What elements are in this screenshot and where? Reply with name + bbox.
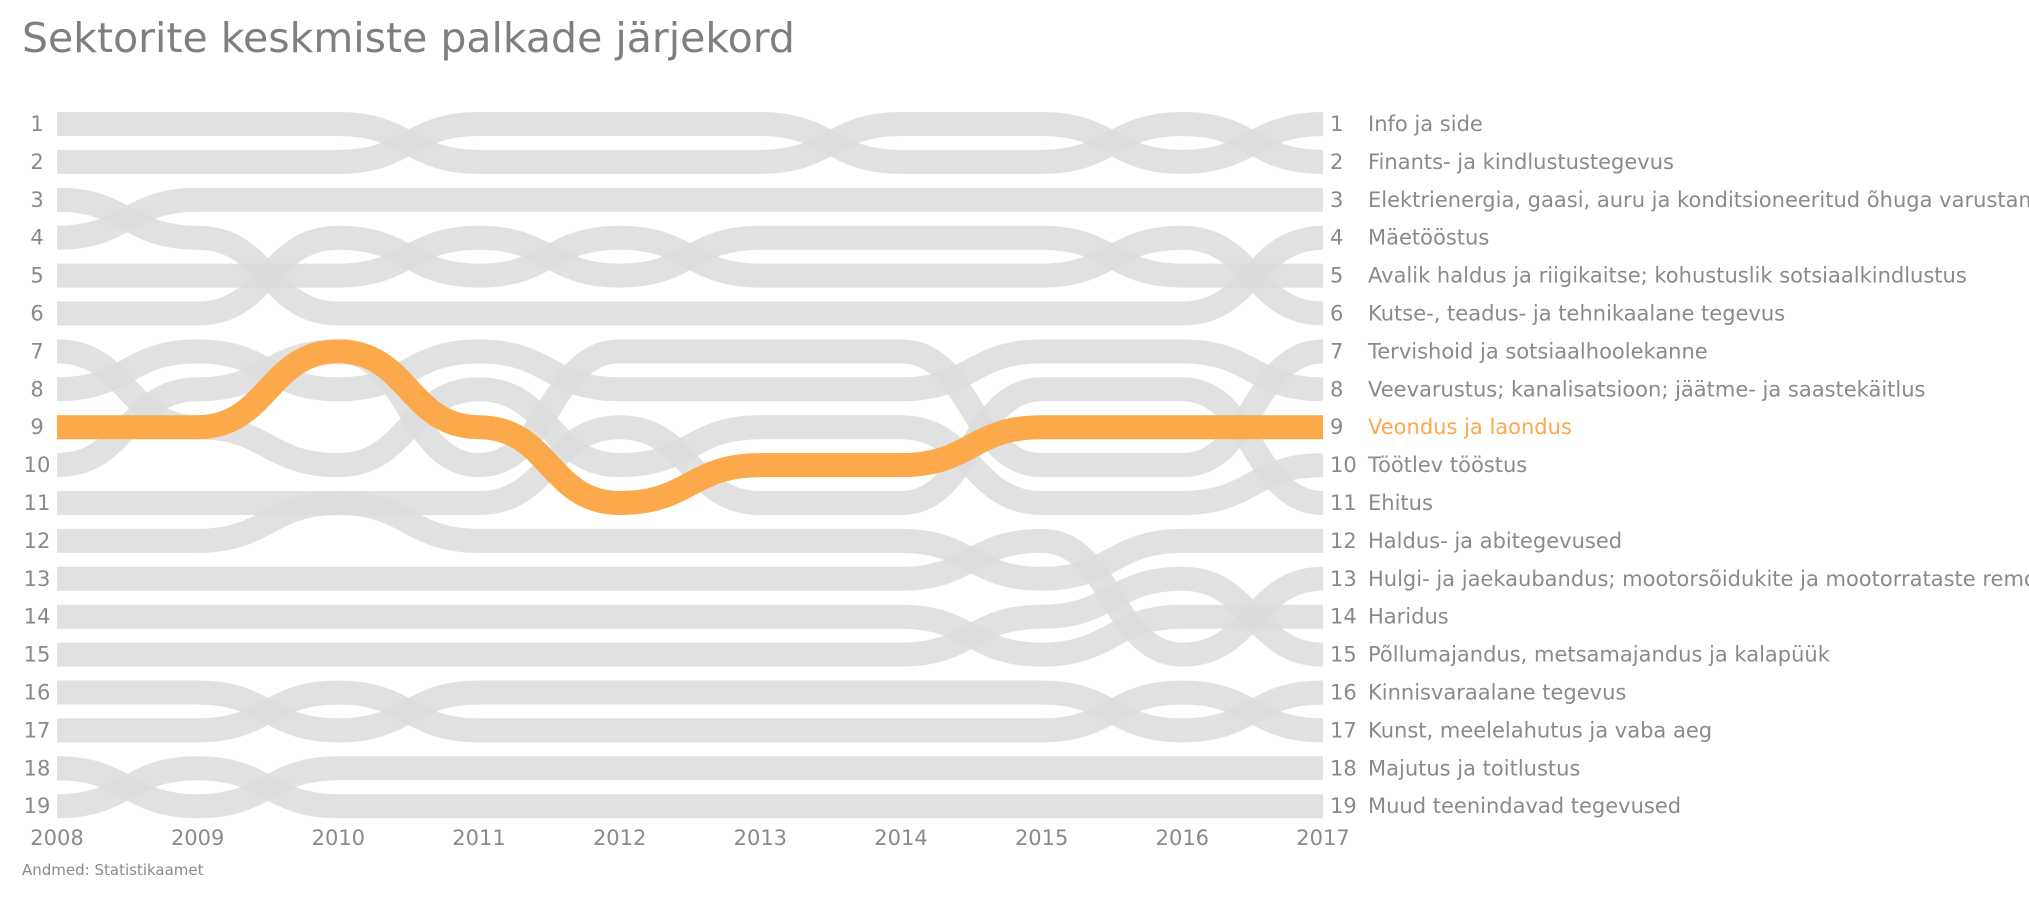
series-line-m-et-stus [56,187,1324,326]
rank-tick-left: 19 [24,794,51,818]
series-label: Kunst, meelelahutus ja vaba aeg [1368,718,1712,742]
rank-tick-left: 6 [30,302,43,326]
series-line-muud-teenindavad-tegevused [56,756,1323,819]
series-label: Ehitus [1368,491,1433,515]
series-label: Tervishoid ja sotsiaalhoolekanne [1367,339,1708,363]
rank-tick-right: 9 [1330,415,1343,439]
series-label: Haridus [1368,605,1449,629]
series-label: Muud teenindavad tegevused [1368,794,1681,818]
year-tick: 2013 [734,826,787,850]
year-tick: 2010 [312,826,365,850]
rank-tick-left: 18 [24,756,51,780]
rank-tick-right: 5 [1330,264,1343,288]
rank-tick-right: 3 [1330,188,1343,212]
series-labels: Info ja side Finants- ja kindlustustegevu… [1367,112,2029,818]
rank-tick-right: 14 [1330,605,1357,629]
series-line-p-llumajandus-metsamajandus-ja-kalap-k [57,566,1324,667]
rank-tick-left: 17 [24,718,51,742]
source-note: Andmed: Statistikaamet [22,861,204,879]
series-line-haridus [56,604,1323,667]
series-line-elektrienergia-gaasi-auru-ja-konditsioneeritud-huga-varustamine [56,187,1323,250]
series-label: Elektrienergia, gaasi, auru ja konditsio… [1368,188,2029,212]
series-label: Kinnisvaraalane tegevus [1368,681,1626,705]
rank-tick-right: 15 [1330,643,1357,667]
series-label: Hulgi- ja jaekaubandus; mootorsõidukite … [1368,567,2029,591]
series-label: Avalik haldus ja riigikaitse; kohustusli… [1368,264,1967,288]
rank-tick-left: 3 [30,188,43,212]
year-tick: 2015 [1015,826,1068,850]
rank-tick-right: 11 [1330,491,1357,515]
rank-tick-left: 4 [30,226,43,250]
series-line-veondus-ja-laondus [57,339,1323,516]
rank-tick-right: 13 [1330,567,1357,591]
rank-tick-left: 10 [24,453,51,477]
series-label: Info ja side [1368,112,1483,136]
rank-tick-left: 1 [30,112,43,136]
rank-tick-left: 15 [24,643,51,667]
series-label: Haldus- ja abitegevused [1368,529,1622,553]
rank-tick-right: 10 [1330,453,1357,477]
rank-tick-left: 9 [30,415,43,439]
series-layer [56,111,1325,819]
series-label: Mäetööstus [1368,226,1489,250]
series-label: Kutse-, teadus- ja tehnikaalane tegevus [1368,302,1785,326]
rank-tick-left: 16 [24,681,51,705]
rank-tick-right: 12 [1330,529,1357,553]
rank-tick-right: 18 [1330,756,1357,780]
series-label: Finants- ja kindlustustegevus [1368,150,1674,174]
rank-tick-right: 4 [1330,226,1343,250]
rank-tick-right: 7 [1330,339,1343,363]
series-label: Veondus ja laondus [1368,415,1572,439]
series-line-kutse-teadus-ja-tehnikaalane-tegevus [57,225,1324,326]
rank-tick-right: 1 [1330,112,1343,136]
series-line-kunst-meelelahutus-ja-vaba-aeg [57,680,1324,743]
rank-tick-left: 11 [24,491,51,515]
rank-tick-left: 7 [30,339,43,363]
series-line-haldus-ja-abitegevused [56,490,1324,591]
series-label: Töötlev tööstus [1367,453,1527,477]
year-tick: 2008 [30,826,83,850]
year-tick: 2017 [1296,826,1349,850]
series-line-majutus-ja-toitlustus [56,756,1323,819]
rank-tick-right: 19 [1330,794,1357,818]
year-tick: 2009 [171,826,224,850]
year-tick: 2016 [1156,826,1209,850]
year-tick: 2011 [452,826,505,850]
rank-tick-right: 8 [1330,377,1343,401]
year-tick: 2012 [593,826,646,850]
chart-title: Sektorite keskmiste palkade järjekord [22,14,795,62]
series-label: Põllumajandus, metsamajandus ja kalapüük [1368,643,1831,667]
rank-tick-left: 8 [30,377,43,401]
rank-tick-left: 2 [30,150,43,174]
series-line-veevarustus-kanalisatsioon-j-tme-ja-saastek-itlus [56,339,1324,402]
rank-tick-right: 16 [1330,681,1357,705]
series-label: Majutus ja toitlustus [1368,756,1580,780]
rank-tick-left: 14 [24,605,51,629]
rank-tick-right: 6 [1330,302,1343,326]
rank-tick-right: 2 [1330,150,1343,174]
rank-tick-left: 13 [24,567,51,591]
year-axis: 2008 2009 2010 2011 2012 2013 2014 2015 2016 2017 [30,826,1349,850]
rank-tick-left: 12 [24,529,51,553]
rank-tick-left: 5 [30,264,43,288]
series-line-finants-ja-kindlustustegevus [57,111,1324,174]
year-tick: 2014 [874,826,927,850]
rank-tick-right: 17 [1330,718,1357,742]
series-label: Veevarustus; kanalisatsioon; jäätme- ja … [1368,377,1925,401]
